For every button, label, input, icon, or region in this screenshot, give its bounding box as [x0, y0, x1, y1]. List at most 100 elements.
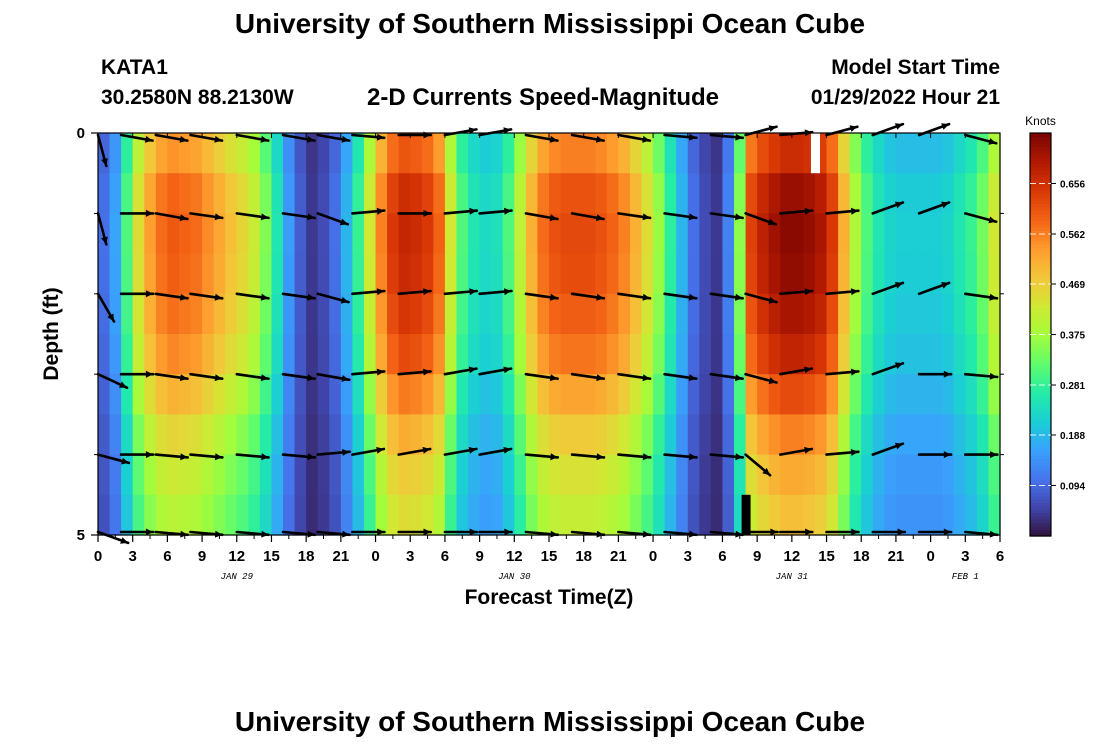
heatmap-cell	[965, 293, 978, 335]
heatmap-cell	[387, 213, 400, 255]
heatmap-cell	[190, 293, 203, 335]
vector-head	[550, 530, 558, 538]
heatmap-cell	[583, 173, 596, 214]
heatmap-cell	[225, 253, 238, 295]
vector-head	[988, 138, 997, 145]
heatmap-cell	[98, 414, 111, 456]
heatmap-cell	[421, 334, 434, 375]
colorbar-segment	[1030, 347, 1051, 352]
heatmap-cell	[248, 454, 261, 496]
heatmap-cell	[942, 334, 955, 375]
heatmap-cell	[988, 454, 1001, 496]
vector-head	[179, 135, 188, 143]
heatmap-cell	[283, 374, 296, 415]
current-vector-arrow	[917, 528, 953, 536]
heatmap-cell	[306, 414, 319, 456]
heatmap-cell	[132, 374, 145, 415]
heatmap-cell	[988, 253, 1001, 295]
colorbar-segment	[1030, 458, 1051, 463]
heatmap-cell	[838, 494, 851, 536]
colorbar-segment	[1030, 317, 1051, 322]
heatmap-cell	[340, 414, 354, 456]
vector-head	[894, 282, 903, 289]
colorbar-segment	[1030, 274, 1051, 279]
colorbar-segment	[1030, 529, 1051, 534]
current-vector-arrow	[744, 212, 778, 226]
heatmap-cell	[468, 213, 481, 255]
heatmap-cell	[930, 494, 943, 536]
heatmap-cell	[884, 494, 897, 536]
heatmap-cell	[907, 133, 920, 174]
heatmap-cell	[410, 133, 423, 174]
heatmap-cell	[745, 293, 758, 335]
heatmap-cell	[294, 213, 307, 255]
heatmap-cell	[814, 334, 828, 375]
vector-head	[214, 213, 223, 221]
station-coordinates: 30.2580N 88.2130W	[101, 86, 294, 109]
heatmap-cell	[849, 133, 862, 174]
heatmap-cell	[838, 213, 851, 255]
vector-head	[260, 135, 269, 143]
heatmap-cell	[178, 374, 192, 415]
heatmap-cell	[734, 374, 747, 415]
heatmap-cell	[132, 213, 145, 255]
vector-head	[943, 370, 952, 378]
heatmap-cell	[757, 334, 770, 375]
heatmap-cell	[433, 334, 446, 375]
colorbar-segment	[1030, 519, 1051, 524]
vector-head	[339, 218, 348, 226]
heatmap-cell	[167, 494, 180, 536]
heatmap-cell	[144, 213, 157, 255]
colorbar-segment	[1030, 512, 1051, 517]
vector-head	[989, 293, 997, 301]
heatmap-cell	[757, 494, 770, 536]
colorbar-segment	[1030, 448, 1051, 453]
heatmap-cell	[144, 494, 157, 536]
heatmap-cell	[803, 494, 816, 536]
heatmap-cell	[525, 253, 539, 295]
x-tick-label: 0	[926, 548, 934, 565]
heatmap-cell	[872, 213, 885, 255]
heatmap-cell	[109, 454, 122, 496]
heatmap-cell	[572, 293, 585, 335]
heatmap-cell	[178, 454, 192, 496]
vector-head	[469, 288, 477, 296]
current-vector-arrow	[963, 212, 998, 224]
heatmap-cell	[387, 454, 400, 496]
heatmap-cell	[456, 173, 469, 214]
heatmap-cell	[583, 133, 596, 174]
vector-head	[595, 214, 604, 222]
heatmap-cell	[317, 213, 330, 255]
heatmap-cell	[838, 133, 851, 174]
vector-head	[550, 453, 558, 461]
vector-head	[504, 207, 512, 215]
vector-head	[770, 528, 778, 536]
heatmap-cell	[259, 253, 273, 295]
current-vector-arrow	[189, 372, 224, 382]
heatmap-cell	[283, 414, 296, 456]
heatmap-cell	[965, 454, 978, 496]
colorbar-segment	[1030, 173, 1051, 178]
heatmap-cell	[213, 494, 226, 536]
vector-head	[989, 372, 998, 380]
colorbar-segment	[1030, 344, 1051, 349]
heatmap-cell	[213, 414, 226, 456]
heatmap-cell	[895, 173, 909, 214]
heatmap-cell	[468, 414, 481, 456]
current-vector-arrow	[235, 530, 270, 538]
heatmap-cell	[109, 414, 122, 456]
colorbar-segment	[1030, 438, 1051, 443]
heatmap-cell	[768, 494, 781, 536]
heatmap-cell	[352, 494, 365, 536]
heatmap-cell	[410, 494, 423, 536]
current-vector-arrow	[871, 442, 905, 456]
vector-head	[688, 213, 697, 221]
heatmap-cell	[329, 494, 342, 536]
colorbar-segment	[1030, 267, 1051, 272]
current-vector-arrow	[570, 372, 606, 382]
heatmap-cell	[444, 213, 458, 255]
heatmap-cell	[491, 494, 504, 536]
heatmap-cell	[664, 494, 677, 536]
heatmap-cell	[768, 334, 781, 375]
vector-head	[422, 446, 431, 454]
